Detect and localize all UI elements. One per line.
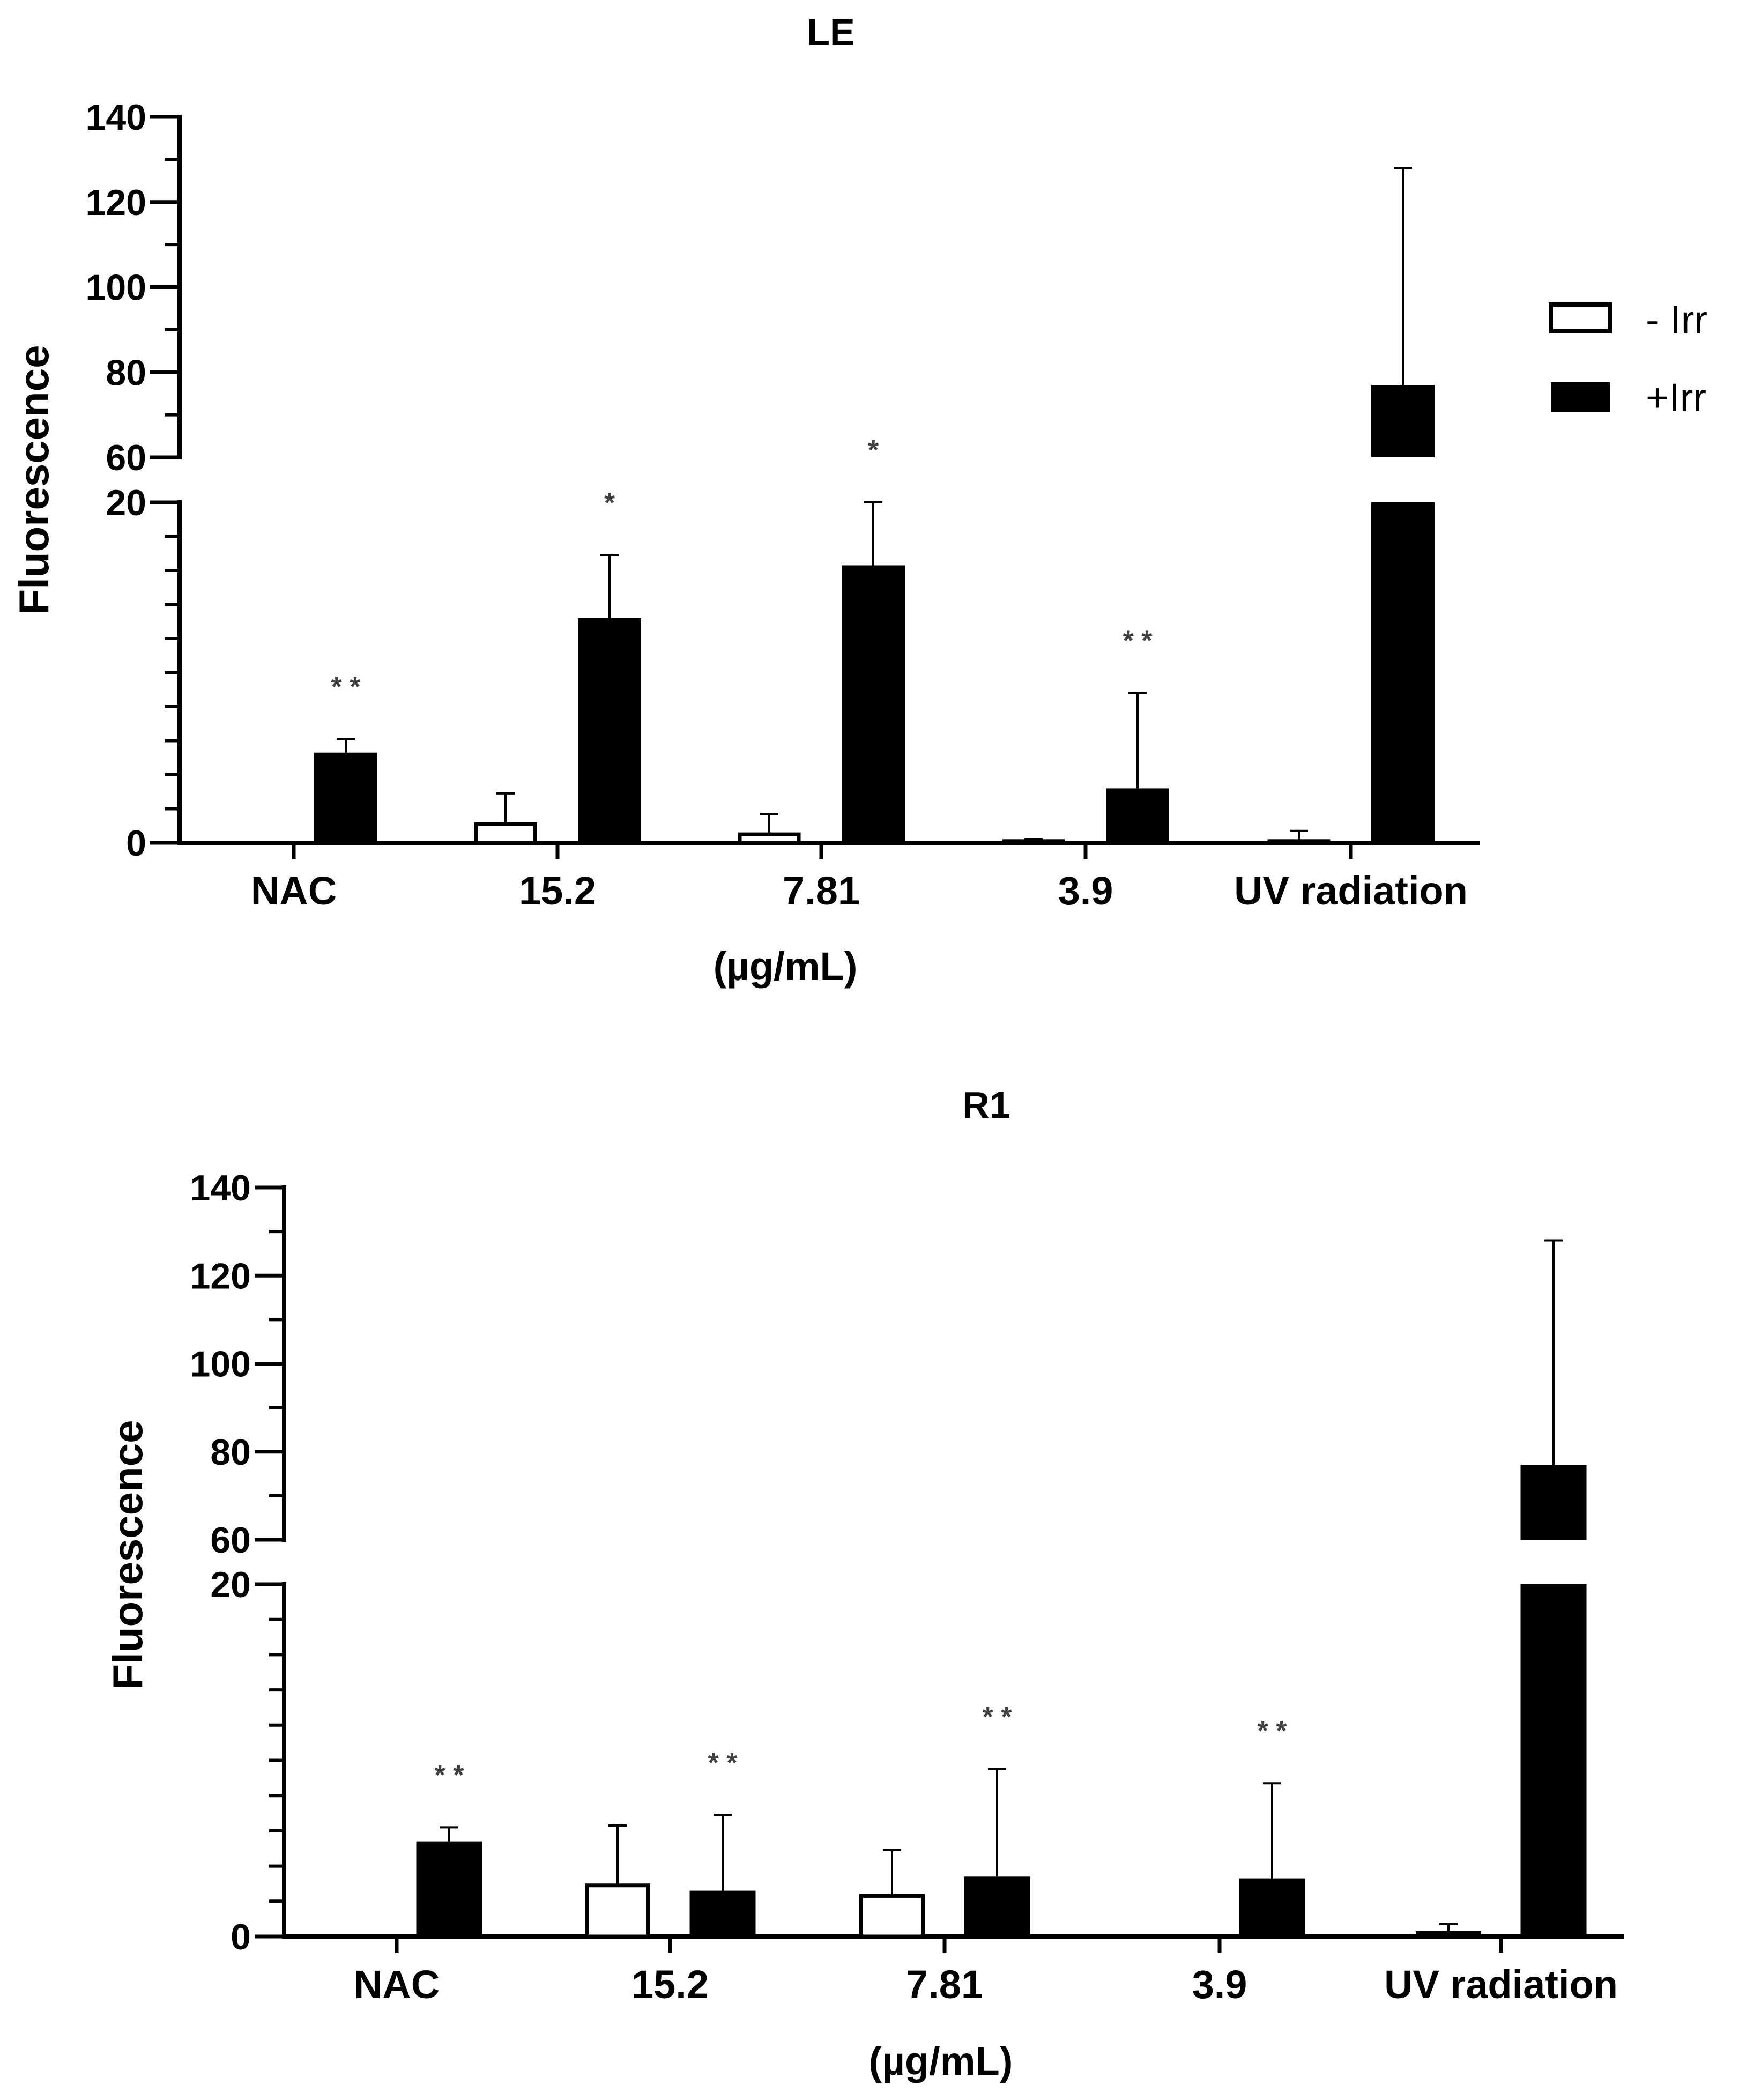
bar-minus-irr xyxy=(738,832,801,845)
x-tick-label: 15.2 xyxy=(631,1962,709,2007)
x-tick-label: UV radiation xyxy=(1234,869,1468,913)
legend-label-minus-irr: - Irr xyxy=(1646,298,1707,342)
bar-plus-irr xyxy=(1106,788,1169,843)
bar-plus-irr xyxy=(1520,1584,1587,1936)
y-tick-label: 0 xyxy=(231,1917,251,1957)
bar-plus-irr xyxy=(578,618,641,843)
bar-minus-irr xyxy=(585,1883,650,1939)
y-axis-label: Fluorescence xyxy=(10,345,57,615)
legend-label-plus-irr: +Irr xyxy=(1646,375,1706,420)
x-tick-label: 7.81 xyxy=(783,869,860,913)
x-axis-label: (µg/mL) xyxy=(869,2039,1013,2083)
significance-marker: * xyxy=(604,487,615,518)
y-tick-label: 140 xyxy=(190,1168,251,1208)
y-tick-label: 80 xyxy=(106,352,146,393)
x-tick-label: 3.9 xyxy=(1058,869,1113,913)
significance-marker: * * xyxy=(331,671,361,702)
x-tick-label: 3.9 xyxy=(1192,1962,1247,2007)
bar-plus-irr xyxy=(314,752,377,843)
y-tick-label: 20 xyxy=(106,483,146,523)
bar-plus-irr xyxy=(842,565,905,843)
y-tick-label: 0 xyxy=(126,823,146,864)
x-tick-label: UV radiation xyxy=(1384,1962,1618,2007)
bar-plus-irr-upper xyxy=(1520,1465,1587,1540)
x-axis-label: (µg/mL) xyxy=(714,944,858,989)
significance-marker: * * xyxy=(983,1702,1013,1733)
bar-plus-irr xyxy=(1371,502,1435,843)
y-tick-label: 120 xyxy=(190,1256,251,1296)
bar-plus-irr xyxy=(1239,1878,1305,1936)
x-tick-label: 15.2 xyxy=(519,869,596,913)
significance-marker: * * xyxy=(1123,626,1153,657)
chart-title: R1 xyxy=(962,1084,1010,1126)
bar-minus-irr xyxy=(1002,839,1065,845)
bar-minus-irr xyxy=(1416,1931,1481,1939)
legend: - Irr +Irr xyxy=(1549,298,1707,420)
bar-plus-irr xyxy=(964,1876,1030,1936)
y-tick-label: 100 xyxy=(86,268,146,308)
chart-title: LE xyxy=(807,11,854,53)
y-axis-label: Fluorescence xyxy=(104,1420,151,1690)
bar-minus-irr xyxy=(859,1894,925,1939)
significance-marker: * * xyxy=(708,1747,738,1778)
y-tick-label: 80 xyxy=(210,1432,251,1473)
y-tick-label: 140 xyxy=(86,97,146,138)
legend-swatch-minus-irr xyxy=(1549,302,1612,333)
bar-minus-irr xyxy=(474,822,537,845)
y-tick-label: 120 xyxy=(86,182,146,223)
bar-plus-irr xyxy=(689,1890,756,1936)
significance-marker: * xyxy=(868,435,879,466)
bar-minus-irr xyxy=(1267,839,1331,845)
y-tick-label: 60 xyxy=(210,1520,251,1561)
bar-plus-irr-upper xyxy=(1371,385,1435,457)
x-tick-label: NAC xyxy=(354,1962,440,2007)
bar-plus-irr xyxy=(416,1841,482,1936)
x-tick-label: 7.81 xyxy=(906,1962,983,2007)
y-tick-label: 100 xyxy=(190,1344,251,1385)
significance-marker: * * xyxy=(435,1760,465,1791)
legend-swatch-plus-irr xyxy=(1551,382,1610,412)
y-tick-label: 20 xyxy=(210,1564,251,1605)
significance-marker: * * xyxy=(1258,1716,1288,1747)
x-tick-label: NAC xyxy=(251,869,337,913)
panel-le: LE Fluorescence (µg/mL) 0 20 60 80 100 120 140… xyxy=(10,11,1480,989)
y-tick-label: 60 xyxy=(106,437,146,478)
